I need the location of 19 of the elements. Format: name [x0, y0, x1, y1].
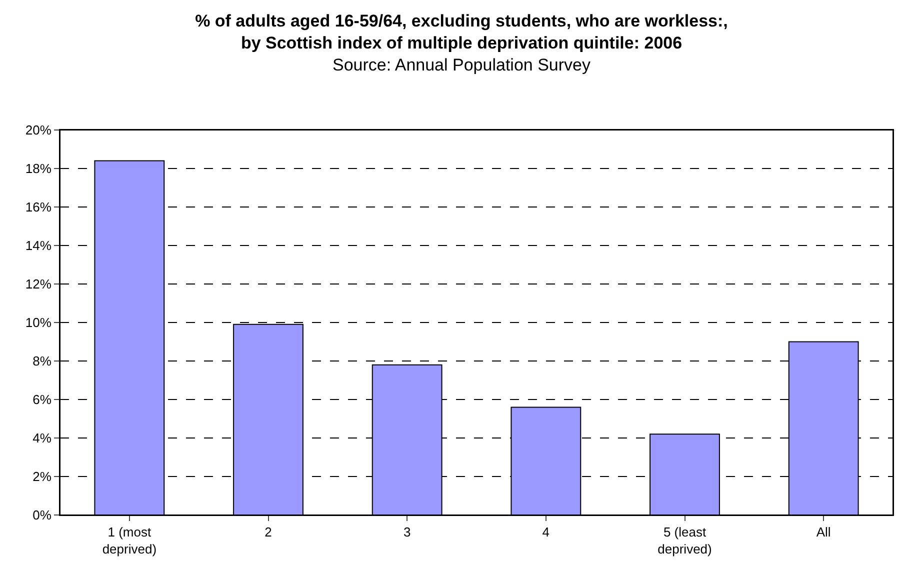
- y-tick-label: 2%: [32, 469, 52, 484]
- y-tick-label: 20%: [25, 122, 52, 138]
- y-tick-label: 0%: [32, 508, 52, 523]
- x-tick-label: 1 (most deprived): [102, 524, 157, 556]
- y-tick-label: 18%: [25, 161, 52, 176]
- y-tick-label: 6%: [32, 392, 52, 408]
- y-tick-label: 12%: [25, 276, 52, 292]
- x-tick-label: All: [816, 524, 831, 540]
- y-tick-label: 16%: [25, 200, 52, 215]
- y-tick-label: 8%: [32, 354, 52, 369]
- chart-title: % of adults aged 16-59/64, excluding students, who are workless:, by Scottish index of multiple deprivation quintile: 2006: [195, 11, 728, 52]
- x-tick-label: 2: [264, 524, 272, 540]
- y-tick-label: 4%: [32, 430, 52, 446]
- x-tick-label: 3: [403, 524, 411, 540]
- y-tick-label: 14%: [25, 238, 52, 254]
- x-tick-label: 4: [542, 524, 550, 540]
- x-tick-label: 5 (least deprived): [658, 524, 712, 556]
- y-tick-label: 10%: [25, 315, 52, 330]
- chart-subtitle: Source: Annual Population Survey: [332, 56, 591, 75]
